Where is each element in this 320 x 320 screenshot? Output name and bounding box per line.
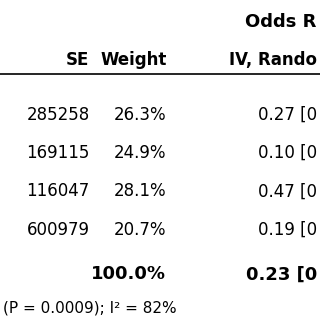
Text: 100.0%: 100.0% xyxy=(92,265,166,284)
Text: 24.9%: 24.9% xyxy=(114,144,166,162)
Text: Odds R: Odds R xyxy=(245,13,317,31)
Text: IV, Rando: IV, Rando xyxy=(229,51,317,69)
Text: 28.1%: 28.1% xyxy=(114,182,166,200)
Text: 0.47 [0: 0.47 [0 xyxy=(258,182,317,200)
Text: (P = 0.0009); I² = 82%: (P = 0.0009); I² = 82% xyxy=(3,300,177,316)
Text: 0.23 [0: 0.23 [0 xyxy=(245,265,317,284)
Text: 0.19 [0: 0.19 [0 xyxy=(258,221,317,239)
Text: 0.27 [0: 0.27 [0 xyxy=(258,106,317,124)
Text: 26.3%: 26.3% xyxy=(114,106,166,124)
Text: 20.7%: 20.7% xyxy=(114,221,166,239)
Text: 600979: 600979 xyxy=(27,221,90,239)
Text: 116047: 116047 xyxy=(26,182,90,200)
Text: 0.10 [0: 0.10 [0 xyxy=(258,144,317,162)
Text: 285258: 285258 xyxy=(26,106,90,124)
Text: 169115: 169115 xyxy=(26,144,90,162)
Text: SE: SE xyxy=(66,51,90,69)
Text: Weight: Weight xyxy=(100,51,166,69)
